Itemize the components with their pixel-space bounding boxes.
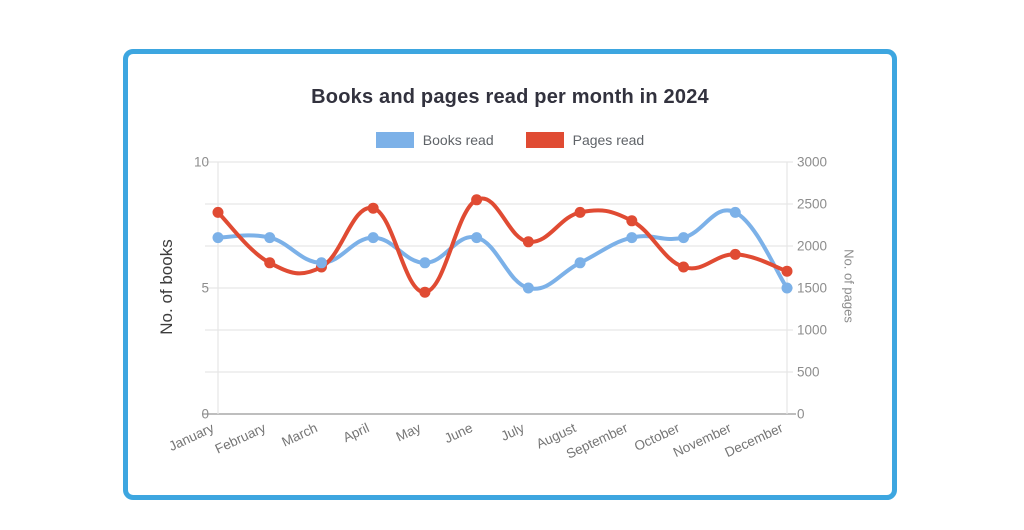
- line-books-read: [216, 208, 789, 291]
- point-books-read[interactable]: [471, 232, 483, 244]
- point-pages-read[interactable]: [781, 265, 793, 277]
- point-pages-read[interactable]: [471, 194, 483, 206]
- point-books-read[interactable]: [315, 257, 327, 269]
- legend-item-books-read[interactable]: Books read: [375, 132, 494, 148]
- point-pages-read[interactable]: [626, 215, 638, 227]
- legend-item-pages-read[interactable]: Pages read: [525, 132, 645, 148]
- point-pages-read[interactable]: [419, 286, 431, 298]
- point-pages-read[interactable]: [574, 206, 586, 218]
- point-pages-read[interactable]: [212, 206, 224, 218]
- point-books-read[interactable]: [781, 282, 793, 294]
- y-left-tick-label: 0: [201, 407, 209, 422]
- point-pages-read[interactable]: [367, 202, 379, 214]
- x-axis-month-label: January: [166, 420, 216, 454]
- point-pages-read[interactable]: [522, 236, 534, 248]
- point-books-read[interactable]: [264, 232, 276, 244]
- y-right-tick-label: 500: [797, 365, 820, 380]
- y-right-tick-label: 0: [797, 407, 805, 422]
- chart-legend: Books read Pages read: [123, 132, 897, 148]
- x-axis-month-label: May: [394, 420, 424, 444]
- x-axis-month-label: April: [341, 420, 372, 445]
- y-right-tick-label: 1000: [797, 323, 827, 338]
- y-left-tick-label: 10: [194, 155, 209, 170]
- x-axis-month-label: December: [722, 420, 785, 460]
- x-axis-month-label: July: [499, 420, 527, 444]
- legend-label-books-read: Books read: [422, 132, 494, 148]
- y-right-tick-label: 3000: [797, 155, 827, 170]
- chart-title: Books and pages read per month in 2024: [311, 86, 709, 108]
- x-axis-month-label: March: [279, 420, 319, 449]
- point-books-read[interactable]: [367, 232, 379, 244]
- point-books-read[interactable]: [729, 206, 741, 218]
- point-pages-read[interactable]: [729, 248, 741, 260]
- point-books-read[interactable]: [522, 282, 534, 294]
- x-axis-month-label: February: [213, 420, 269, 457]
- y-right-tick-label: 1500: [797, 281, 827, 296]
- point-books-read[interactable]: [419, 257, 431, 269]
- x-axis-month-label: November: [671, 420, 734, 460]
- line-pages-read: [216, 196, 789, 295]
- legend-swatch-books-read: [375, 132, 414, 148]
- y-left-tick-label: 5: [201, 281, 209, 296]
- y-right-tick-label: 2000: [797, 239, 827, 254]
- point-books-read[interactable]: [574, 257, 586, 269]
- point-books-read[interactable]: [212, 232, 224, 244]
- x-axis-month-label: June: [442, 420, 475, 446]
- legend-label-pages-read: Pages read: [572, 132, 645, 148]
- point-books-read[interactable]: [626, 232, 638, 244]
- legend-swatch-pages-read: [525, 132, 564, 148]
- point-books-read[interactable]: [678, 232, 690, 244]
- point-pages-read[interactable]: [678, 261, 690, 273]
- y-right-tick-label: 2500: [797, 197, 827, 212]
- point-pages-read[interactable]: [264, 257, 276, 269]
